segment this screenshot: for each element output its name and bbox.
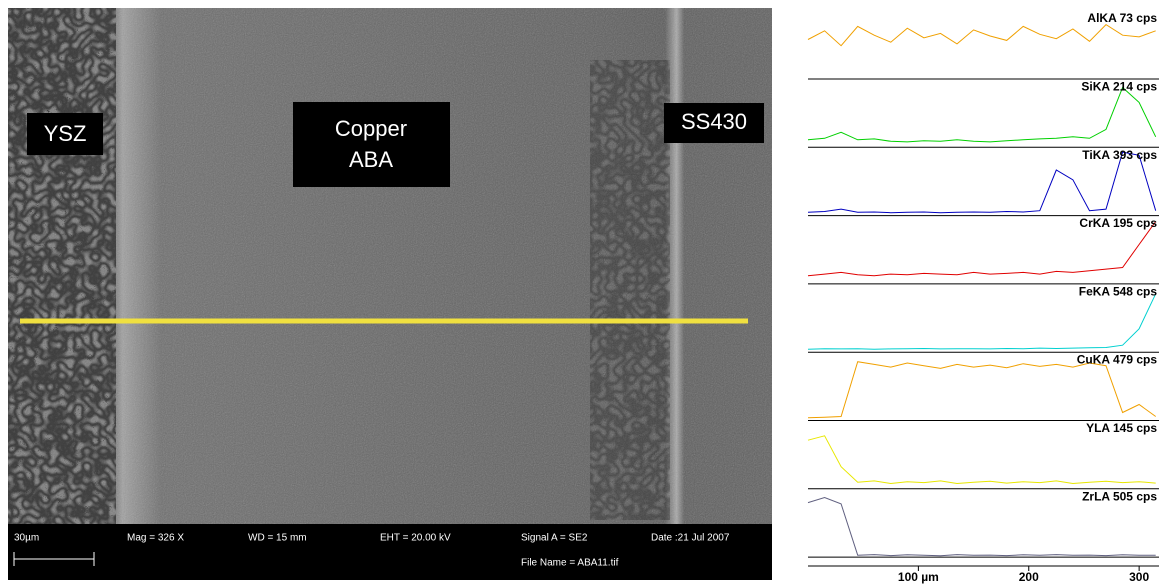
scan-line [808, 498, 1156, 556]
info-bar: 30µm Mag = 326 X WD = 15 mm EHT = 20.00 … [8, 524, 772, 580]
x-tick-label: 300 [1129, 570, 1149, 584]
x-tick-label: 100 µm [898, 570, 939, 584]
label: Copper [335, 116, 407, 141]
info-text: Signal A = SE2 [521, 533, 588, 544]
info-text: Date :21 Jul 2007 [651, 533, 730, 544]
legend-label: SiKA 214 cps [1081, 79, 1157, 93]
info-text: EHT = 20.00 kV [380, 533, 451, 544]
legend-label: AlKA 73 cps [1087, 11, 1157, 25]
info-text: Mag = 326 X [127, 533, 184, 544]
legend-label: YLA 145 cps [1086, 421, 1157, 435]
legend-label: TiKA 393 cps [1082, 148, 1157, 162]
figure: YSZ Copper ABA SS430 30µm Mag = 326 X WD… [0, 0, 1165, 584]
page: YSZ Copper ABA SS430 30µm Mag = 326 X WD… [0, 0, 1165, 584]
sem-image: YSZ Copper ABA SS430 [8, 8, 772, 524]
legend-label: CuKA 479 cps [1077, 353, 1158, 367]
legend-label: ZrLA 505 cps [1082, 489, 1157, 503]
scale-text: 30µm [14, 533, 39, 544]
scan-line [808, 362, 1156, 418]
line-scans: AlKA 73 cps SiKA 214 cps TiKA 393 cps CrKA … [808, 11, 1159, 584]
scan-line [808, 88, 1156, 142]
info-text: WD = 15 mm [248, 533, 307, 544]
scan-line [808, 436, 1156, 484]
label: ABA [349, 147, 393, 172]
x-tick-label: 200 [1019, 570, 1039, 584]
label: SS430 [681, 109, 747, 134]
scan-line [808, 25, 1156, 46]
scan-line [808, 294, 1156, 350]
info-text: File Name = ABA11.tif [521, 558, 619, 569]
legend-label: CrKA 195 cps [1079, 216, 1157, 230]
label: YSZ [44, 121, 87, 146]
legend-label: FeKA 548 cps [1079, 284, 1158, 298]
